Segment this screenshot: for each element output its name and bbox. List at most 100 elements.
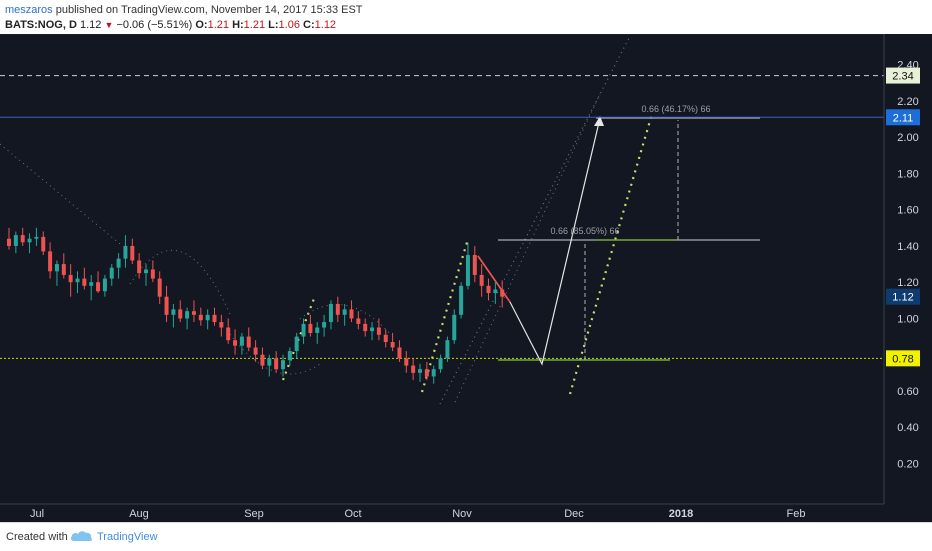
candle-body [274,358,279,370]
x-tick-label: Dec [564,508,584,520]
high-value: 1.21 [243,19,266,31]
high-label: H: [232,19,244,31]
badge-last-bg [886,288,920,305]
symbol-label: BATS:NOG, D [5,19,77,31]
candle-body [144,269,148,274]
candle-body [48,251,53,272]
candle-body [424,369,429,377]
candle-body [335,303,340,315]
candle-body [383,334,388,343]
candle-body [20,235,25,243]
candle-body [472,255,477,275]
candle-body [438,358,443,370]
y-tick-label: 1.20 [897,277,918,289]
candle-body [212,314,217,323]
candle-body [322,322,327,328]
tradingview-brand[interactable]: TradingView [97,531,158,543]
candle-body [459,285,464,315]
close-label: C: [303,19,315,31]
y-tick-label: 0.40 [897,422,918,434]
candle-body [404,358,409,366]
candle-body [431,369,436,377]
candle-body [301,323,306,337]
drawing-layer [0,35,760,405]
candle-body [96,282,101,292]
y-tick-label: 2.40 [897,60,918,72]
y-tick-label: 1.40 [897,241,918,253]
ohlc-line: BATS:NOG, D 1.12 ▼ −0.06 (−5.51%) O:1.21… [5,19,336,31]
candles [7,227,505,384]
candle-body [411,365,416,373]
y-tick-label: 1.60 [897,205,918,217]
price-badges: 2.34 2.11 1.12 0.78 [886,67,920,367]
y-tick-label: 0.60 [897,386,918,398]
candle-body [191,311,196,315]
candle-body [363,323,368,332]
change-value: −0.06 (−5.51%) [116,19,193,31]
candle-body [219,322,224,328]
y-tick-label: 2.00 [897,132,918,144]
sept-green-dotted [281,295,317,381]
flag-red-line [477,255,511,303]
annotation-measure-2: 0.66 (46.17%) 66 [641,104,710,114]
created-with-label: Created with [6,531,68,543]
candle-body [315,327,320,333]
candle-body [376,327,381,335]
candle-body [281,360,285,370]
candle-body [500,289,505,297]
channel-dotted-lower [454,93,601,403]
annotations: 0.66 (85.05%) 66 0.66 (46.17%) 66 [550,104,710,236]
candle-body [150,269,155,279]
candle-body [157,278,162,297]
arc-dotted-1 [229,333,321,375]
candle-body [253,347,258,355]
candle-body [486,285,491,294]
candle-body [246,336,251,348]
candle-body [370,327,375,332]
candle-body [68,274,73,283]
candle-body [178,309,183,319]
badge-234-label: 2.34 [892,71,913,83]
triangle-down-icon: ▼ [104,20,114,30]
publish-line: meszaros published on TradingView.com, N… [5,4,363,16]
candle-body [61,264,66,275]
channel-dotted-upper [439,35,631,405]
candle-body [109,267,114,279]
candle-body [390,342,395,348]
flag-pole-green [420,238,470,393]
candle-body [356,318,361,324]
badge-last-label: 1.12 [892,292,913,304]
candle-body [328,303,333,323]
candle-body [75,278,80,283]
price-chart[interactable]: 0.66 (85.05%) 66 0.66 (46.17%) 66 0.20 0.4… [0,34,932,522]
close-value: 1.12 [314,19,337,31]
candle-body [27,238,32,243]
candle-body [185,311,190,319]
candle-body [452,314,457,341]
candle-body [54,264,59,272]
badge-078-label: 0.78 [892,353,913,365]
candle-body [41,236,46,252]
candle-body [89,282,94,286]
author-link[interactable]: meszaros [5,4,53,16]
candle-body [287,351,292,361]
candle-body [198,314,203,321]
y-tick-label: 0.20 [897,458,918,470]
header-bar: meszaros published on TradingView.com, N… [0,0,932,34]
badge-211-bg [886,109,920,126]
y-axis-labels: 0.200.400.600.801.001.201.401.601.802.00… [897,60,918,471]
y-tick-label: 2.20 [897,96,918,108]
footer-bar: Created with TradingView [0,522,932,551]
candle-body [130,245,135,261]
candle-body [342,309,347,315]
x-tick-label: Feb [787,508,806,520]
candle-body [479,274,484,286]
candle-body [205,314,210,321]
candle-body [445,340,450,359]
candle-body [7,238,11,246]
y-tick-label: 1.00 [897,313,918,325]
candle-body [465,255,470,286]
x-tick-label: Aug [129,508,149,520]
candle-body [239,336,244,346]
